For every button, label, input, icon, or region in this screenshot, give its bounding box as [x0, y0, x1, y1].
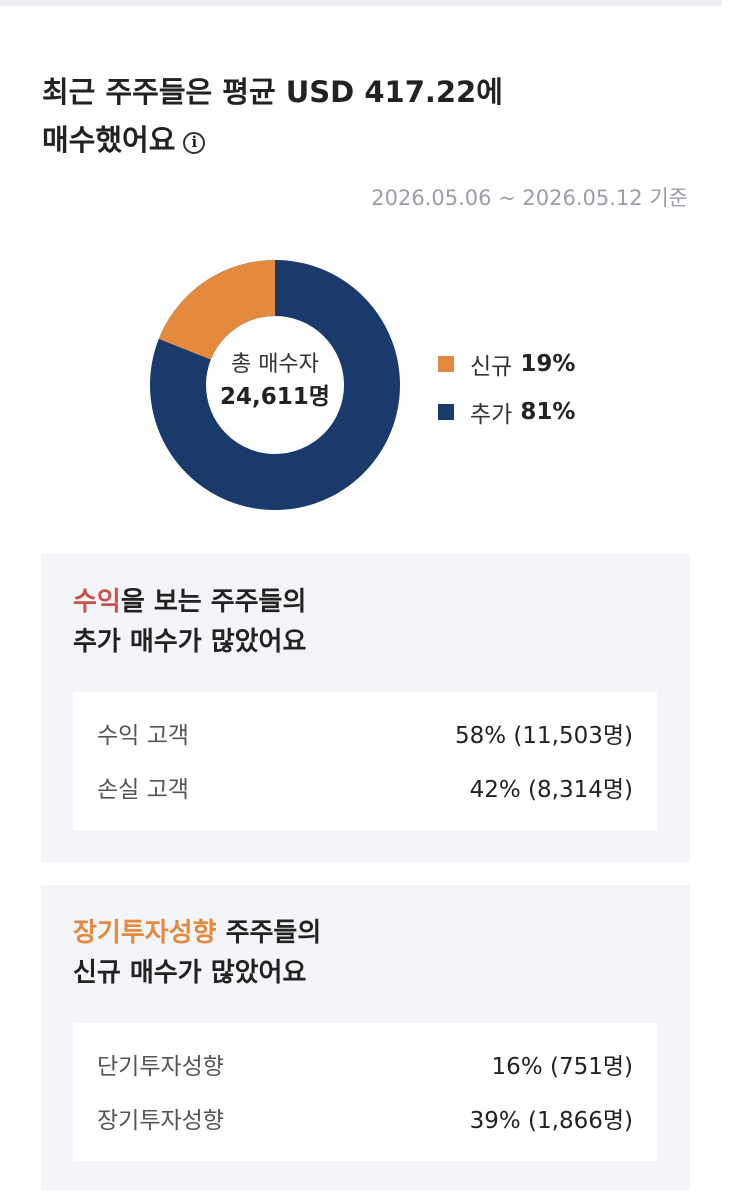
title-line-2: 매수했어요 i [42, 116, 662, 164]
stat-value: 58% (11,503명) [454, 723, 633, 749]
legend-percent-new: 19% [520, 351, 576, 377]
stat-label: 수익 고객 [97, 723, 189, 749]
donut-segment-new [150, 260, 400, 510]
chart-legend: 신규 19% 추가 81% [438, 340, 575, 436]
stat-row: 수익 고객 58% (11,503명) [97, 718, 633, 749]
legend-label-added: 추가 [470, 402, 513, 428]
profit-heading-highlight: 수익 [73, 587, 121, 617]
investment-style-card: 장기투자성향 주주들의 신규 매수가 많았어요 단기투자성향 16% (751명… [41, 885, 690, 1190]
stat-label: 장기투자성향 [97, 1108, 224, 1134]
stat-row: 손실 고객 42% (8,314명) [97, 772, 633, 803]
legend-swatch-new [438, 356, 454, 372]
style-card-heading: 장기투자성향 주주들의 신규 매수가 많았어요 [73, 913, 633, 993]
stat-value: 39% (1,866명) [469, 1108, 633, 1134]
style-heading-rest: 주주들의 [216, 918, 322, 948]
legend-swatch-added [438, 404, 454, 420]
stat-value: 16% (751명) [491, 1054, 633, 1080]
top-divider [0, 0, 722, 6]
stat-label: 손실 고객 [97, 777, 189, 803]
style-heading-line-2: 신규 매수가 많았어요 [73, 958, 307, 988]
legend-item-new: 신규 19% [438, 340, 575, 388]
stat-row: 장기투자성향 39% (1,866명) [97, 1103, 633, 1134]
stat-label: 단기투자성향 [97, 1054, 224, 1080]
donut-center-label: 총 매수자 24,611명 [150, 350, 400, 414]
profit-heading-line-2: 추가 매수가 많았어요 [73, 627, 307, 657]
title-line-1: 최근 주주들은 평균 USD 417.22에 [42, 75, 503, 109]
profit-stats-box: 수익 고객 58% (11,503명) 손실 고객 42% (8,314명) [73, 692, 657, 830]
legend-item-added: 추가 81% [438, 388, 575, 436]
style-stats-box: 단기투자성향 16% (751명) 장기투자성향 39% (1,866명) [73, 1023, 657, 1161]
title-line-2-text: 매수했어요 [42, 123, 176, 157]
profit-heading-rest: 을 보는 주주들의 [120, 587, 307, 617]
page-title: 최근 주주들은 평균 USD 417.22에 매수했어요 i [42, 68, 662, 164]
style-heading-line-1: 장기투자성향 주주들의 [73, 913, 633, 953]
buyer-donut-chart [150, 260, 400, 510]
total-buyers-value: 24,611명 [220, 384, 330, 410]
total-buyers-label: 총 매수자 [231, 352, 319, 377]
legend-label-new: 신규 [470, 354, 513, 380]
stat-value: 42% (8,314명) [469, 777, 633, 803]
style-heading-highlight: 장기투자성향 [73, 918, 217, 948]
stat-row: 단기투자성향 16% (751명) [97, 1049, 633, 1080]
legend-percent-added: 81% [520, 399, 576, 425]
info-circle-icon[interactable]: i [183, 131, 206, 154]
profit-card: 수익을 보는 주주들의 추가 매수가 많았어요 수익 고객 58% (11,50… [41, 554, 690, 862]
profit-heading-line-1: 수익을 보는 주주들의 [73, 582, 633, 622]
date-range: 2026.05.06 ~ 2026.05.12 기준 [371, 186, 688, 210]
profit-card-heading: 수익을 보는 주주들의 추가 매수가 많았어요 [73, 582, 633, 662]
